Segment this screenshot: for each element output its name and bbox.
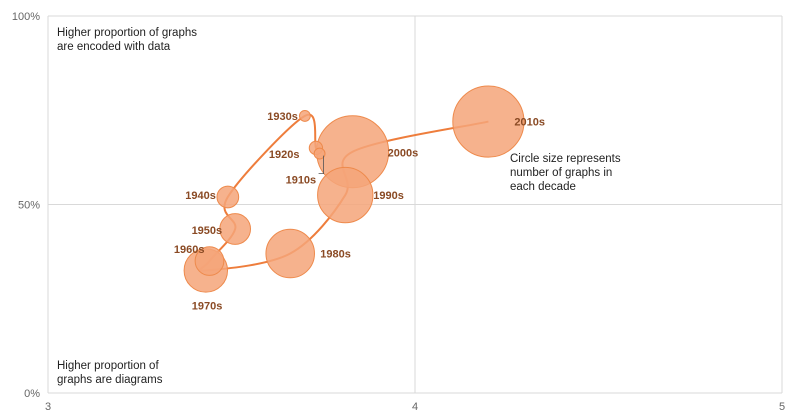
bubble-1910s bbox=[313, 147, 326, 160]
bubble-1940s bbox=[216, 185, 240, 209]
label-1970s: 1970s bbox=[192, 300, 223, 312]
label-1910s: 1910s bbox=[286, 175, 317, 187]
annotation-diagrams: Higher proportion of bbox=[57, 360, 159, 372]
y-tick-label: 0% bbox=[24, 388, 40, 400]
annotation-data-encoded: are encoded with data bbox=[57, 41, 171, 53]
x-tick-label: 3 bbox=[45, 401, 51, 413]
decade-bubbles bbox=[183, 85, 525, 293]
y-tick-label: 100% bbox=[12, 11, 40, 23]
annotation-size-note: each decade bbox=[510, 181, 576, 193]
label-1960s: 1960s bbox=[174, 244, 205, 256]
y-tick-label: 50% bbox=[18, 200, 40, 212]
x-tick-label: 5 bbox=[779, 401, 785, 413]
annotations: Higher proportion of graphs are encoded w… bbox=[57, 27, 621, 386]
label-1930s: 1930s bbox=[267, 111, 298, 123]
annotation-data-encoded: Higher proportion of graphs bbox=[57, 27, 197, 39]
annotation-diagrams: graphs are diagrams bbox=[57, 374, 163, 386]
bubble-1990s bbox=[317, 166, 374, 224]
label-1990s: 1990s bbox=[373, 190, 404, 202]
bubble-1980s bbox=[265, 228, 315, 279]
grid-lines bbox=[47, 15, 783, 394]
label-2000s: 2000s bbox=[388, 148, 419, 160]
axis-ticks: 0% 50% 100% 3 4 5 bbox=[12, 11, 785, 413]
label-1920s: 1920s bbox=[269, 149, 300, 161]
x-tick-label: 4 bbox=[412, 401, 418, 413]
label-1980s: 1980s bbox=[320, 249, 351, 261]
label-1940s: 1940s bbox=[185, 190, 216, 202]
bubble-1950s bbox=[219, 213, 252, 245]
bubble-2010s bbox=[452, 85, 525, 158]
leader-line-1910s bbox=[318, 155, 324, 175]
bubble-1960s bbox=[194, 246, 225, 276]
label-2010s: 2010s bbox=[514, 117, 545, 129]
annotation-size-note: number of graphs in bbox=[510, 167, 612, 179]
label-1950s: 1950s bbox=[192, 225, 223, 237]
annotation-size-note: Circle size represents bbox=[510, 153, 621, 165]
bubble-1930s bbox=[298, 109, 311, 122]
decade-labels: 1910s 1920s 1930s 1940s 1950s 1960s 1970s 1980s… bbox=[174, 111, 545, 313]
